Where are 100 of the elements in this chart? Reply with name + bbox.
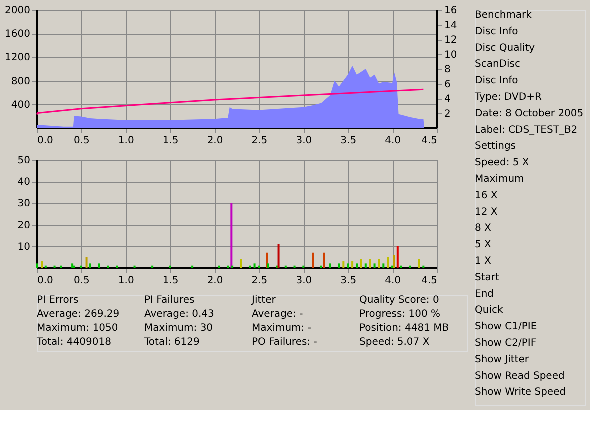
text: Progress: 100 % [360, 309, 440, 320]
bar [89, 264, 92, 268]
x-tick-label: 1.5 [162, 276, 179, 286]
y-tick-label: 1200 [5, 52, 30, 64]
y-tick-label: 30 [18, 198, 30, 210]
x-tick-label: 3.0 [296, 136, 312, 146]
x-tick-label: 1.0 [118, 276, 134, 286]
text: Average: 0.43 [144, 309, 214, 320]
text: Benchmark [475, 10, 532, 21]
bar [329, 264, 332, 268]
y-tick-label: 1600 [5, 29, 30, 40]
line-series [36, 88, 424, 116]
text: PI Failures [144, 295, 195, 306]
text: Maximum [475, 174, 524, 185]
y-tick-label: 400 [11, 100, 30, 111]
bar [41, 262, 44, 268]
x-tick-label: 0.0 [38, 136, 54, 146]
text: Start [475, 272, 500, 284]
bar [98, 264, 100, 268]
bar [374, 264, 376, 268]
text: Settings [475, 141, 516, 152]
text: Disc Info [475, 26, 518, 38]
text: Date: 8 October 2005 [475, 108, 584, 120]
y2-tick-label: 8 [444, 64, 451, 76]
bar [338, 264, 340, 268]
text: Speed: 5.07 X [360, 337, 430, 348]
text: Average: - [252, 309, 304, 320]
bar [323, 252, 326, 268]
bar [396, 246, 399, 268]
y-tick-label: 20 [18, 220, 30, 232]
text: Show Read Speed [475, 370, 565, 382]
text: ScanDisc [475, 59, 520, 70]
bar [86, 257, 88, 268]
text: Total: 4409018 [36, 337, 112, 348]
x-tick-label: 3.0 [296, 276, 312, 286]
text: Total: 6129 [144, 337, 200, 348]
bar [356, 264, 358, 268]
x-tick-label: 4.5 [422, 276, 438, 286]
y-tick-label: 40 [18, 177, 30, 188]
bar [364, 264, 367, 268]
text: Position: 4481 MB [360, 323, 450, 334]
x-tick-label: 4.0 [385, 136, 402, 146]
text: 16 X [475, 190, 498, 202]
bar [382, 264, 385, 268]
text: Show Write Speed [475, 387, 566, 398]
x-tick-label: 2.5 [252, 276, 268, 286]
text: Disc Quality [475, 42, 536, 54]
bar [369, 259, 372, 268]
x-tick-label: 3.5 [340, 136, 357, 146]
x-tick-label: 1.0 [118, 136, 134, 146]
bar [36, 264, 38, 268]
bar [240, 259, 242, 268]
bar [267, 264, 270, 268]
y-tick-label: 800 [11, 76, 30, 88]
text: Show C2/PIF [475, 338, 537, 349]
text: Disc Info [475, 76, 518, 87]
x-tick-label: 0.0 [38, 276, 54, 286]
text: Label: CDS_TEST_B2 [475, 124, 578, 136]
text: Show C1/PIE [475, 322, 538, 333]
bar [342, 262, 345, 268]
y-tick-label: 10 [18, 242, 30, 253]
x-tick-label: 4.5 [422, 136, 438, 146]
y2-tick-label: 2 [444, 108, 451, 120]
text: Maximum: 30 [144, 323, 214, 334]
bar [387, 257, 390, 268]
bar [360, 259, 362, 268]
text: PI Errors [37, 295, 79, 306]
bar [230, 203, 233, 268]
x-tick-label: 4.0 [385, 276, 402, 286]
text: Maximum: - [252, 323, 312, 334]
y2-tick-label: 16 [444, 6, 458, 16]
bar [393, 255, 396, 268]
x-tick-label: 2.0 [207, 136, 224, 146]
text: Quality Score: 0 [360, 295, 440, 306]
y2-tick-label: 4 [444, 94, 451, 105]
bar [352, 262, 354, 268]
y2-tick-label: 14 [444, 20, 458, 32]
text: Maximum: 1050 [37, 323, 118, 334]
bar [254, 264, 256, 268]
bar [312, 252, 314, 268]
text: Quick [475, 305, 504, 316]
text: Average: 269.29 [37, 309, 120, 320]
text: Type: DVD+R [474, 92, 542, 103]
bar [418, 259, 420, 268]
text: 5 X [475, 240, 492, 251]
x-tick-label: 2.0 [207, 276, 224, 286]
y-tick-label: 50 [18, 156, 30, 166]
x-tick-label: 3.5 [340, 276, 357, 286]
text: 12 X [475, 206, 498, 218]
text: End [475, 288, 494, 300]
bar [278, 244, 280, 268]
y2-tick-label: 6 [444, 79, 451, 90]
text: 8 X [475, 223, 492, 234]
y2-tick-label: 12 [444, 35, 458, 46]
y2-tick-label: 10 [444, 50, 458, 61]
bar [347, 264, 350, 268]
text: Show Jitter [475, 354, 530, 366]
x-tick-label: 2.5 [252, 136, 268, 146]
x-tick-label: 0.5 [74, 136, 90, 146]
text: PO Failures: - [252, 337, 318, 348]
